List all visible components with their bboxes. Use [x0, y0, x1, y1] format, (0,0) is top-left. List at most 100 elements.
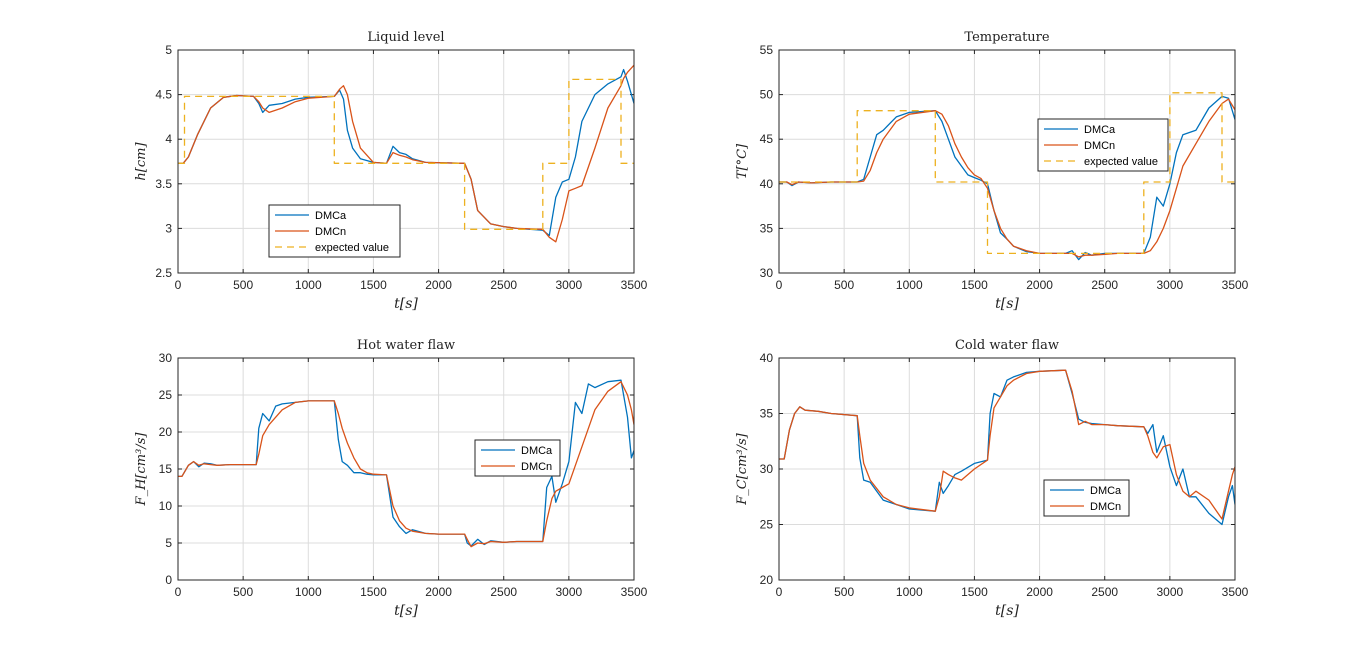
series-line-dmca	[779, 95, 1235, 261]
legend: DMCa DMCn	[1043, 479, 1130, 517]
y-tick-label: 10	[159, 499, 173, 513]
x-tick-label: 3500	[1222, 585, 1249, 599]
legend-entry: DMCa	[1084, 124, 1116, 136]
y-tick-label: 15	[159, 462, 173, 476]
x-tick-label: 3500	[621, 278, 648, 292]
y-axis-label: F_H[cm³/s]	[134, 432, 149, 507]
x-axis-label: t[s]	[394, 296, 418, 312]
y-axis-label: T[°C]	[735, 143, 750, 179]
axes-box	[177, 357, 635, 581]
y-tick-label: 25	[760, 518, 774, 532]
x-tick-label: 500	[834, 585, 854, 599]
x-tick-label: 3000	[556, 278, 583, 292]
legend-entry: DMCn	[1090, 501, 1121, 513]
legend-entry: DMCa	[1090, 485, 1122, 497]
x-tick-label: 3500	[621, 585, 648, 599]
x-axis-label: t[s]	[394, 603, 418, 619]
x-tick-label: 3000	[1157, 585, 1184, 599]
x-tick-label: 0	[175, 278, 182, 292]
plot-area	[178, 50, 634, 273]
x-tick-label: 500	[233, 278, 253, 292]
legend-entry: DMCn	[315, 226, 346, 238]
x-tick-label: 1000	[295, 278, 322, 292]
y-tick-label: 30	[760, 266, 774, 280]
x-axis-label: t[s]	[995, 296, 1019, 312]
x-tick-label: 1500	[360, 278, 387, 292]
x-tick-label: 1000	[896, 585, 923, 599]
chart-panel-3: 0 500 1000 1500 2000 2500 3000 3500 0 5 10 15 20 25 30…	[134, 338, 648, 619]
y-tick-label: 20	[760, 573, 774, 587]
y-tick-label: 0	[165, 573, 172, 587]
axes-box	[778, 49, 1236, 274]
legend-entry: DMCn	[1084, 140, 1115, 152]
x-tick-label: 1000	[295, 585, 322, 599]
x-tick-label: 2500	[1091, 278, 1118, 292]
x-tick-label: 3500	[1222, 278, 1249, 292]
y-tick-label: 4.5	[155, 88, 172, 102]
legend: DMCa DMCn expected value	[268, 204, 401, 258]
x-tick-label: 3000	[1157, 278, 1184, 292]
y-axis-label: h[cm]	[134, 142, 149, 181]
chart-panel-2: 0 500 1000 1500 2000 2500 3000 3500 30 35 40 45 50 55…	[735, 30, 1249, 312]
chart-title: Liquid level	[367, 30, 444, 45]
x-tick-label: 500	[834, 278, 854, 292]
legend-box	[1043, 479, 1130, 517]
y-tick-label: 5	[165, 43, 172, 57]
x-tick-label: 2000	[1026, 585, 1053, 599]
series-line-dmcn	[178, 64, 634, 243]
y-tick-label: 55	[760, 43, 774, 57]
x-tick-label: 1500	[360, 585, 387, 599]
chart-panel-1: 0 500 1000 1500 2000 2500 3000 3500 2.5 3 3.5 4 4.5 5…	[134, 30, 648, 312]
chart-title: Hot water flaw	[357, 338, 455, 353]
y-tick-label: 3.5	[155, 177, 172, 191]
y-tick-label: 20	[159, 425, 173, 439]
axes-box	[778, 357, 1236, 581]
x-tick-label: 1500	[961, 278, 988, 292]
axes-box	[177, 49, 635, 274]
x-tick-label: 2000	[425, 585, 452, 599]
series-line-expected-value	[779, 92, 1235, 255]
y-tick-label: 25	[159, 388, 173, 402]
y-tick-label: 30	[760, 462, 774, 476]
legend-box	[474, 439, 561, 477]
y-tick-label: 5	[165, 536, 172, 550]
series-line-dmca	[779, 369, 1235, 526]
legend-entry: expected value	[1084, 156, 1158, 168]
x-tick-label: 2500	[490, 278, 517, 292]
legend-entry: DMCn	[521, 461, 552, 473]
legend: DMCa DMCn expected value	[1037, 118, 1169, 172]
x-tick-label: 0	[175, 585, 182, 599]
y-tick-label: 40	[760, 177, 774, 191]
y-tick-label: 35	[760, 407, 774, 421]
x-tick-label: 1000	[896, 278, 923, 292]
y-tick-label: 40	[760, 351, 774, 365]
y-axis-label: F_C[cm³/s]	[735, 432, 750, 505]
y-tick-label: 35	[760, 221, 774, 235]
x-tick-label: 0	[776, 585, 783, 599]
series-line-dmcn	[779, 369, 1235, 520]
x-tick-label: 1500	[961, 585, 988, 599]
legend: DMCa DMCn	[474, 439, 561, 477]
x-tick-label: 500	[233, 585, 253, 599]
y-tick-label: 3	[165, 221, 172, 235]
chart-title: Temperature	[964, 30, 1049, 45]
x-tick-label: 2000	[1026, 278, 1053, 292]
x-tick-label: 2500	[1091, 585, 1118, 599]
chart-title: Cold water flaw	[955, 338, 1059, 353]
series-line-dmcn	[178, 381, 634, 548]
y-tick-label: 4	[165, 132, 172, 146]
legend-entry: DMCa	[315, 210, 347, 222]
x-tick-label: 3000	[556, 585, 583, 599]
x-tick-label: 2500	[490, 585, 517, 599]
legend-entry: expected value	[315, 242, 389, 254]
y-tick-label: 45	[760, 132, 774, 146]
x-tick-label: 0	[776, 278, 783, 292]
x-axis-label: t[s]	[995, 603, 1019, 619]
series-line-dmcn	[779, 98, 1235, 258]
legend-entry: DMCa	[521, 445, 553, 457]
x-tick-label: 2000	[425, 278, 452, 292]
chart-panel-4: 0 500 1000 1500 2000 2500 3000 3500 20 25 30 35 40 Co…	[735, 338, 1249, 619]
y-tick-label: 30	[159, 351, 173, 365]
y-tick-label: 2.5	[155, 266, 172, 280]
